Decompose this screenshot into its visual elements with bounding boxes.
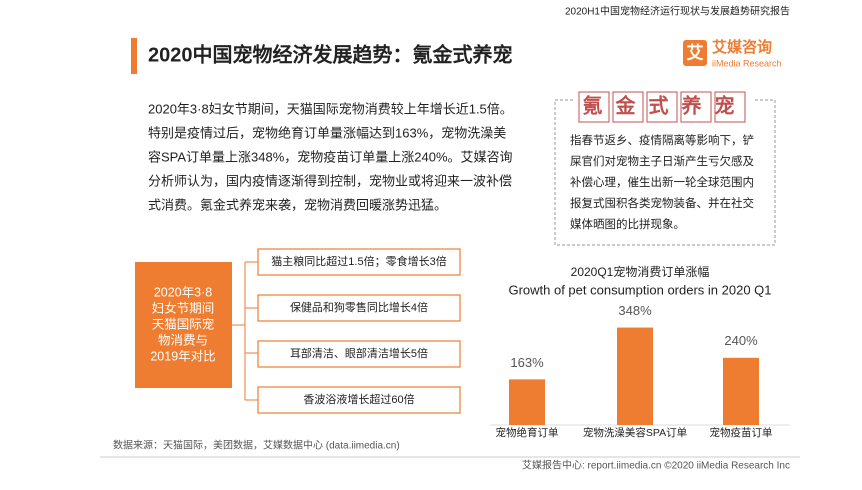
bar [617, 327, 653, 425]
title-accent [131, 38, 137, 74]
value-label: 163% [510, 355, 544, 370]
title-char-box [714, 91, 746, 123]
title-char-box [680, 91, 712, 123]
value-label: 240% [724, 333, 758, 348]
category-label: 宠物绝育订单 [496, 426, 559, 439]
paragraph-line: 分析师认为，国内疫情逐渐得到控制，宠物业或将迎来一波补偿 [148, 173, 512, 188]
category-label: 宠物洗澡美容SPA订单 [583, 426, 687, 439]
comparison-item: 耳部清洁、眼部清洁增长5倍 [290, 346, 428, 360]
comparison-item: 猫主粮同比超过1.5倍；零食增长3倍 [271, 254, 446, 268]
comparison-item: 香波浴液增长超过60倍 [303, 392, 414, 406]
note-title-bg [575, 90, 755, 124]
comparison-label-line: 天猫国际宠 [152, 316, 215, 331]
report-name: 2020H1中国宠物经济运行现状与发展趋势研究报告 [565, 5, 790, 18]
comparison-item-box [257, 340, 461, 368]
source: 数据来源：天猫国际，美团数据，艾媒数据中心 (data.iimedia.cn) [113, 439, 400, 452]
logo-en: iiMedia Research [712, 58, 782, 68]
comparison-label-line: 物消费与 [158, 333, 208, 347]
note-line: 补偿心理，催生出新一轮全球范围内 [570, 175, 754, 189]
note-line: 屎官们对宠物主子日渐产生亏欠感及 [570, 154, 754, 168]
value-label: 348% [618, 303, 652, 318]
comparison-label-line: 2020年3·8 [154, 285, 212, 299]
note-line: 指春节返乡、疫情隔离等影响下，铲 [570, 133, 754, 147]
logo-box [683, 40, 707, 66]
comparison-item-box [257, 294, 461, 322]
bracket [232, 261, 258, 401]
comparison-label-line: 妇女节期间 [152, 300, 215, 315]
chart-title: 2020Q1宠物消费订单涨幅 [571, 264, 710, 279]
comparison-item-box [257, 248, 461, 276]
slide-title: 2020中国宠物经济发展趋势：氪金式养宠 [148, 42, 513, 66]
title-char-box [612, 91, 644, 123]
paragraph-line: 式消费。氪金式养宠来袭，宠物消费回暖涨势迅猛。 [148, 197, 447, 212]
paragraph-line: 特别是疫情过后，宠物绝育订单量涨幅达到163%，宠物洗澡美 [148, 125, 506, 140]
chart-subtitle: Growth of pet consumption orders in 2020… [508, 282, 771, 297]
note-title: 氪金式养宠 [583, 93, 748, 117]
comparison-item-box [257, 386, 461, 414]
paragraph-line: 2020年3·8妇女节期间，天猫国际宠物消费较上年增长近1.5倍。 [148, 101, 513, 116]
note-line: 媒体晒图的比拼现象。 [570, 217, 685, 231]
bar [723, 357, 759, 425]
title-char-box [578, 91, 610, 123]
logo-name: 艾媒咨询 [712, 38, 772, 56]
paragraph-line: 容SPA订单量上涨348%，宠物疫苗订单量上涨240%。艾媒咨询 [148, 149, 513, 164]
logo-mark: 艾 [687, 42, 704, 62]
credit: 艾媒报告中心: report.iimedia.cn ©2020 iiMedia … [522, 459, 790, 472]
comparison-label-box [135, 262, 232, 388]
bar [509, 379, 545, 425]
comparison-item: 保健品和狗零售同比增长4倍 [290, 300, 428, 314]
title-char-box [646, 91, 678, 123]
note-line: 报复式囤积各类宠物装备、并在社交 [570, 196, 754, 210]
category-label: 宠物疫苗订单 [710, 426, 773, 439]
comparison-label-line: 2019年对比 [150, 349, 215, 363]
